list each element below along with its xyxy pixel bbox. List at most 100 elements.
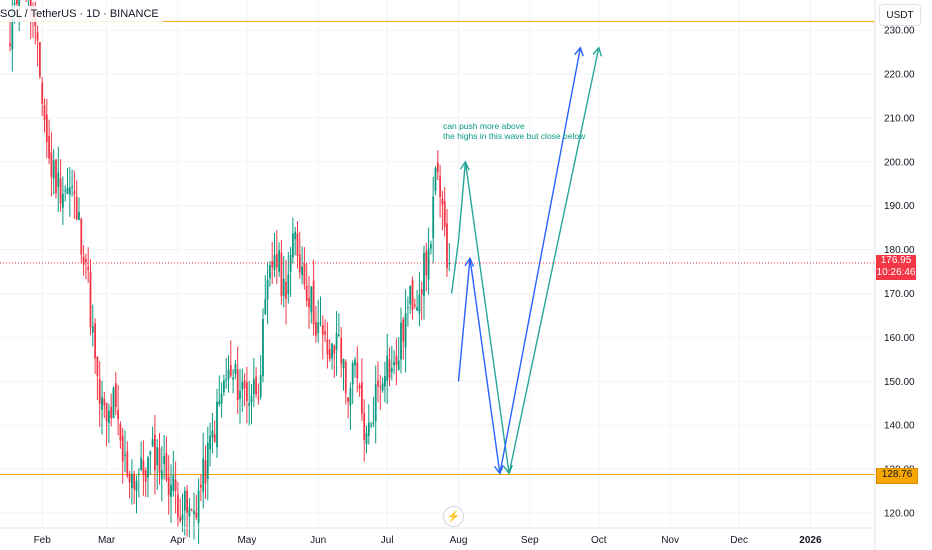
exchange-label: BINANCE (109, 8, 159, 20)
y-tick-label: 140.00 (884, 421, 915, 432)
candle-body (52, 160, 55, 179)
candle-body (326, 339, 329, 355)
x-tick-label: Nov (661, 535, 679, 546)
lightning-icon[interactable]: ⚡ (443, 506, 464, 527)
candle-body (342, 359, 345, 369)
candle-body (105, 402, 108, 422)
candle-body (124, 454, 126, 456)
y-tick-label: 160.00 (884, 333, 915, 344)
candle-body (331, 343, 333, 359)
candle-body (370, 425, 372, 427)
candle-body (64, 190, 67, 192)
candle-body (236, 369, 239, 400)
header-separator-1: · (79, 8, 84, 20)
chart-annotation[interactable]: can push more above the highs in this wa… (443, 121, 585, 141)
candle-body (234, 364, 237, 374)
annotation-line-2: the highs in this wave but close below (443, 131, 586, 141)
candle-body (393, 362, 395, 366)
candle-body (45, 114, 48, 143)
candle-body (50, 152, 53, 177)
candle-body (395, 355, 398, 366)
currency-button[interactable]: USDT (879, 4, 921, 26)
symbol-header[interactable]: SOL / TetherUS · 1D · BINANCE (0, 6, 163, 22)
candle-body (446, 223, 448, 269)
candle-body (98, 379, 101, 404)
candle-body (287, 274, 290, 295)
candle-body (363, 412, 366, 440)
annotation-line-1: can push more above (443, 121, 525, 131)
candle-body (163, 456, 165, 464)
candle-body (381, 383, 384, 391)
candle-body (165, 452, 168, 480)
symbol-name: SOL / TetherUS (0, 8, 77, 20)
candle-body (335, 333, 338, 350)
candle-body (202, 458, 205, 492)
candle-body (108, 411, 110, 424)
candle-body (372, 423, 375, 425)
candle-body (181, 514, 184, 520)
candle-body (133, 474, 136, 489)
candle-body (117, 410, 119, 420)
candle-body (434, 167, 437, 191)
candle-body (149, 451, 152, 455)
x-tick-label: Feb (34, 535, 52, 546)
candle-body (289, 254, 292, 272)
interval-label: 1D (86, 8, 101, 20)
candle-body (411, 280, 414, 311)
arrowhead (503, 464, 513, 475)
candle-body (112, 387, 115, 418)
candle-body (66, 187, 69, 195)
candle-body (400, 322, 402, 360)
time-axis[interactable]: Feb Mar Apr May Jun Jul Aug Sep Oct Nov Dec 2026 (34, 535, 822, 546)
candle-body (379, 386, 382, 388)
candle-body (439, 175, 441, 198)
candle-body (91, 326, 94, 333)
green-projection-path[interactable] (450, 47, 600, 474)
candle-body (333, 345, 336, 354)
x-tick-label: Dec (730, 535, 748, 546)
candle-body (183, 490, 186, 511)
candle-body (62, 193, 64, 208)
candle-body (312, 280, 315, 325)
candle-body (197, 490, 200, 523)
candle-body (156, 447, 159, 466)
candle-body (275, 253, 278, 268)
candle-body (264, 299, 267, 314)
candle-body (418, 294, 421, 314)
drawn-projection-paths[interactable] (450, 46, 603, 475)
candle-body (298, 254, 301, 273)
candle-body (441, 198, 444, 205)
x-tick-label: Jun (310, 535, 326, 546)
candle-body (94, 323, 96, 359)
candle-body (82, 256, 85, 265)
candle-body (195, 512, 198, 518)
candle-body (296, 233, 299, 257)
candle-body (18, 0, 21, 7)
candle-body (377, 380, 379, 387)
candle-body (43, 105, 46, 120)
candle-body (344, 361, 347, 394)
candle-body (374, 384, 377, 422)
candle-body (354, 359, 356, 366)
candle-body (101, 397, 103, 410)
candle-body (402, 319, 405, 342)
arrowhead (493, 464, 504, 475)
blue-projection-path[interactable] (457, 47, 582, 474)
candle-body (390, 368, 393, 373)
candle-body (315, 322, 317, 336)
candle-body (218, 401, 221, 405)
candle-body (321, 324, 324, 335)
candle-body (365, 433, 368, 445)
candle-body (413, 304, 416, 307)
candle-body (121, 435, 124, 462)
candle-body (119, 424, 122, 441)
candle-body (436, 162, 439, 173)
candle-body (179, 516, 182, 521)
y-tick-label: 220.00 (884, 70, 915, 81)
candle-body (131, 474, 133, 489)
grid-lines (0, 0, 875, 528)
candle-body (75, 196, 78, 220)
candle-body (11, 7, 14, 50)
candle-body (278, 250, 280, 272)
